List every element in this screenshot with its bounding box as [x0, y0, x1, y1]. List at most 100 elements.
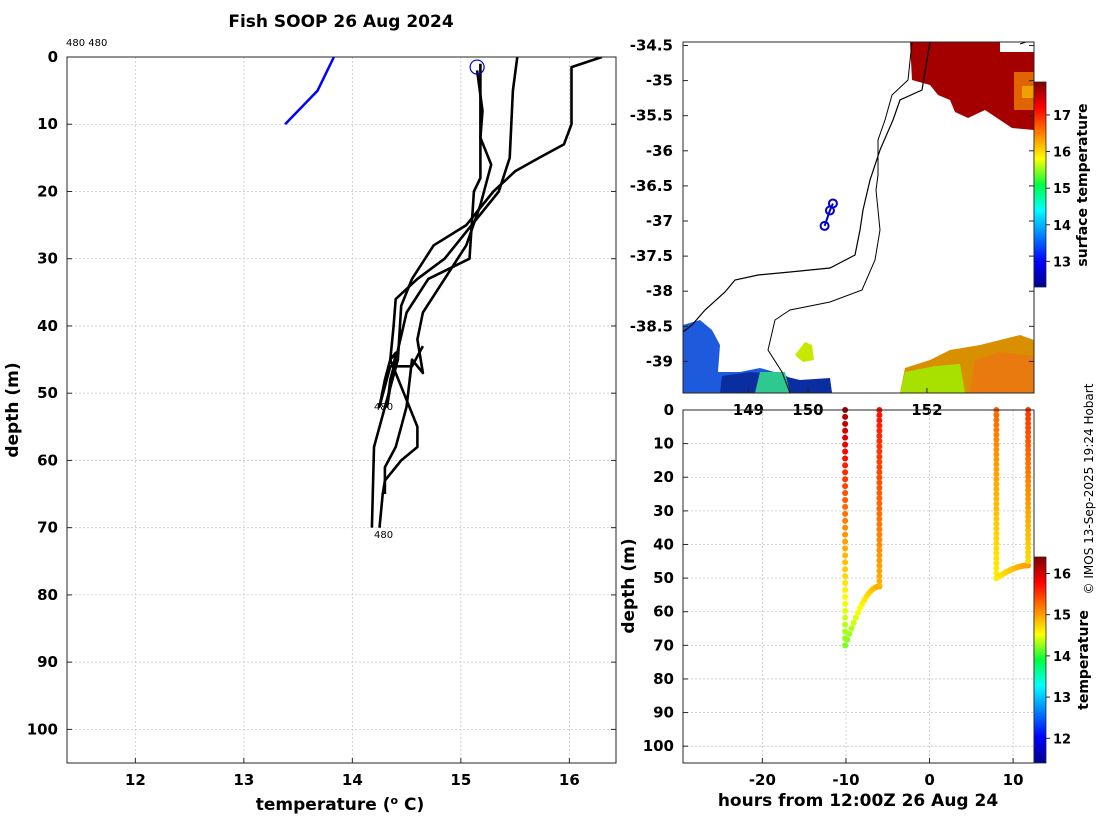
profile-xtick-label: 12 [125, 771, 146, 789]
map-ytick-label: -37 [646, 212, 673, 230]
time-depth-ytick-label: 60 [653, 603, 674, 621]
cast-0-ascent-point [876, 422, 883, 429]
time-depth-ytick-label: 100 [643, 737, 674, 755]
cast-0-descent-point [842, 469, 849, 476]
profile-grid [67, 56, 616, 763]
cast-0-descent-point [842, 559, 849, 566]
cast-1-descent-point [993, 446, 1000, 453]
map-colorbar-tick-label: 17 [1053, 109, 1071, 124]
cast-0-bottom-point [852, 614, 859, 621]
cast-1-descent-point [993, 535, 1000, 542]
cast-1-ascent-point [1025, 495, 1032, 502]
map-ticks: -34.5 -35 -35.5 -36 -36.5 -37 -37.5 -38 -38.5 -39… [630, 37, 1034, 419]
credit-text: © IMOS 13-Sep-2025 19:24 Hobart [1082, 383, 1096, 594]
time-depth-colorbar-tick-label: 13 [1053, 691, 1071, 706]
cast-0-ascent-point [876, 453, 883, 460]
profile-ytick-label: 100 [27, 720, 58, 738]
map-ytick-label: -38.5 [630, 317, 673, 335]
map-ytick-label: -34.5 [630, 37, 673, 55]
cast-1-descent-point [993, 481, 1000, 488]
cast-0-descent-point [842, 483, 849, 490]
cast-1-ascent-point [1025, 558, 1032, 565]
cast-0-ascent-point [876, 573, 883, 580]
cast-0-ascent-point [876, 438, 883, 445]
map-colorbar [1033, 81, 1047, 288]
sst-southwest-green [755, 372, 790, 393]
cast-0-descent-point [842, 476, 849, 483]
profile-ylabel: depth (m) [3, 362, 23, 457]
cast-1-descent-point [993, 476, 1000, 483]
time-depth-colorbar-tick-label: 14 [1053, 650, 1071, 665]
cast-0-descent-point [842, 503, 849, 510]
cast-1-descent-point [993, 520, 1000, 527]
profile-series-group: 480 480 [284, 57, 603, 541]
cast-0-ascent-point [876, 490, 883, 497]
time-depth-colorbar-tick-label: 16 [1053, 567, 1071, 582]
cast-1-descent-point [993, 505, 1000, 512]
cast-0-ascent-point [876, 541, 883, 548]
cast-0-descent-point [842, 580, 849, 587]
time-depth-ytick-label: 50 [653, 569, 674, 587]
cast-0-descent-point [842, 496, 849, 503]
cast-1-ascent-point [1025, 455, 1032, 462]
cast-1-descent-point [993, 461, 1000, 468]
cast-0-ascent-point [876, 432, 883, 439]
profile-axes-frame [66, 56, 617, 764]
cast-0-descent-point [842, 538, 849, 545]
cast-0-ascent-point [876, 479, 883, 486]
cast-0-ascent-point [876, 516, 883, 523]
map-ytick-label: -38 [646, 282, 673, 300]
cast-1-ascent-point [1025, 420, 1032, 427]
cast-0-ascent-point [876, 521, 883, 528]
cast-0-descent-point [842, 600, 849, 607]
cast-1-ascent-point [1025, 438, 1032, 445]
cast-1-descent-point [993, 411, 1000, 418]
cast-0-descent-point [842, 490, 849, 497]
cast-0-ascent-point [876, 583, 883, 590]
cast-1-descent-point [993, 441, 1000, 448]
sst-warm-patch [910, 42, 1034, 130]
profile-xlabel: temperature (o C) [256, 794, 425, 815]
cast-1-ascent-point [1025, 549, 1032, 556]
profile-ticks: 12 13 14 15 16 0 10 20 30 40 50 60 70 80 90 100 [27, 48, 616, 789]
time-depth-ytick-label: 90 [653, 704, 674, 722]
cast-0-descent-point [842, 552, 849, 559]
cast-1-descent-point [993, 545, 1000, 552]
time-depth-points [842, 407, 1032, 649]
profile-series-profile-2 [378, 57, 519, 408]
cast-0-bottom-point [844, 636, 851, 643]
cast-1-ascent-point [1025, 473, 1032, 480]
map-ytick-label: -36 [646, 142, 673, 160]
profile-start-marker [469, 59, 485, 75]
cast-0-descent-point [842, 573, 849, 580]
cast-0-ascent-point [876, 552, 883, 559]
cast-0-ascent-point [876, 469, 883, 476]
cast-1-descent-point [993, 500, 1000, 507]
cast-1-descent-point [993, 491, 1000, 498]
cast-1-descent-point [993, 540, 1000, 547]
time-depth-ytick-label: 0 [664, 401, 674, 419]
time-depth-xtick-label: 0 [924, 771, 934, 789]
cast-0-descent-point [842, 420, 849, 427]
cast-0-ascent-point [876, 567, 883, 574]
map-cast-location [819, 220, 830, 231]
cast-1-descent-point [993, 486, 1000, 493]
sst-warm-edge-2 [1022, 86, 1034, 98]
map-colorbar-ticks: 13 14 15 16 17 [1046, 109, 1071, 270]
cast-1-ascent-point [1025, 527, 1032, 534]
profile-ytick-label: 20 [37, 182, 58, 200]
cast-0-descent-point [842, 413, 849, 420]
cast-1-ascent-point [1025, 433, 1032, 440]
cast-1-descent-point [993, 421, 1000, 428]
map-colorbar-tick-label: 15 [1053, 182, 1071, 197]
sst-southeast-green [900, 364, 965, 393]
cast-0-descent-point [842, 586, 849, 593]
cast-0-ascent-point [876, 417, 883, 424]
cast-0-ascent-point [876, 448, 883, 455]
map-ytick-label: -37.5 [630, 247, 673, 265]
cast-0-descent-point [842, 427, 849, 434]
cast-0-ascent-point [876, 427, 883, 434]
cast-1-ascent-point [1025, 544, 1032, 551]
